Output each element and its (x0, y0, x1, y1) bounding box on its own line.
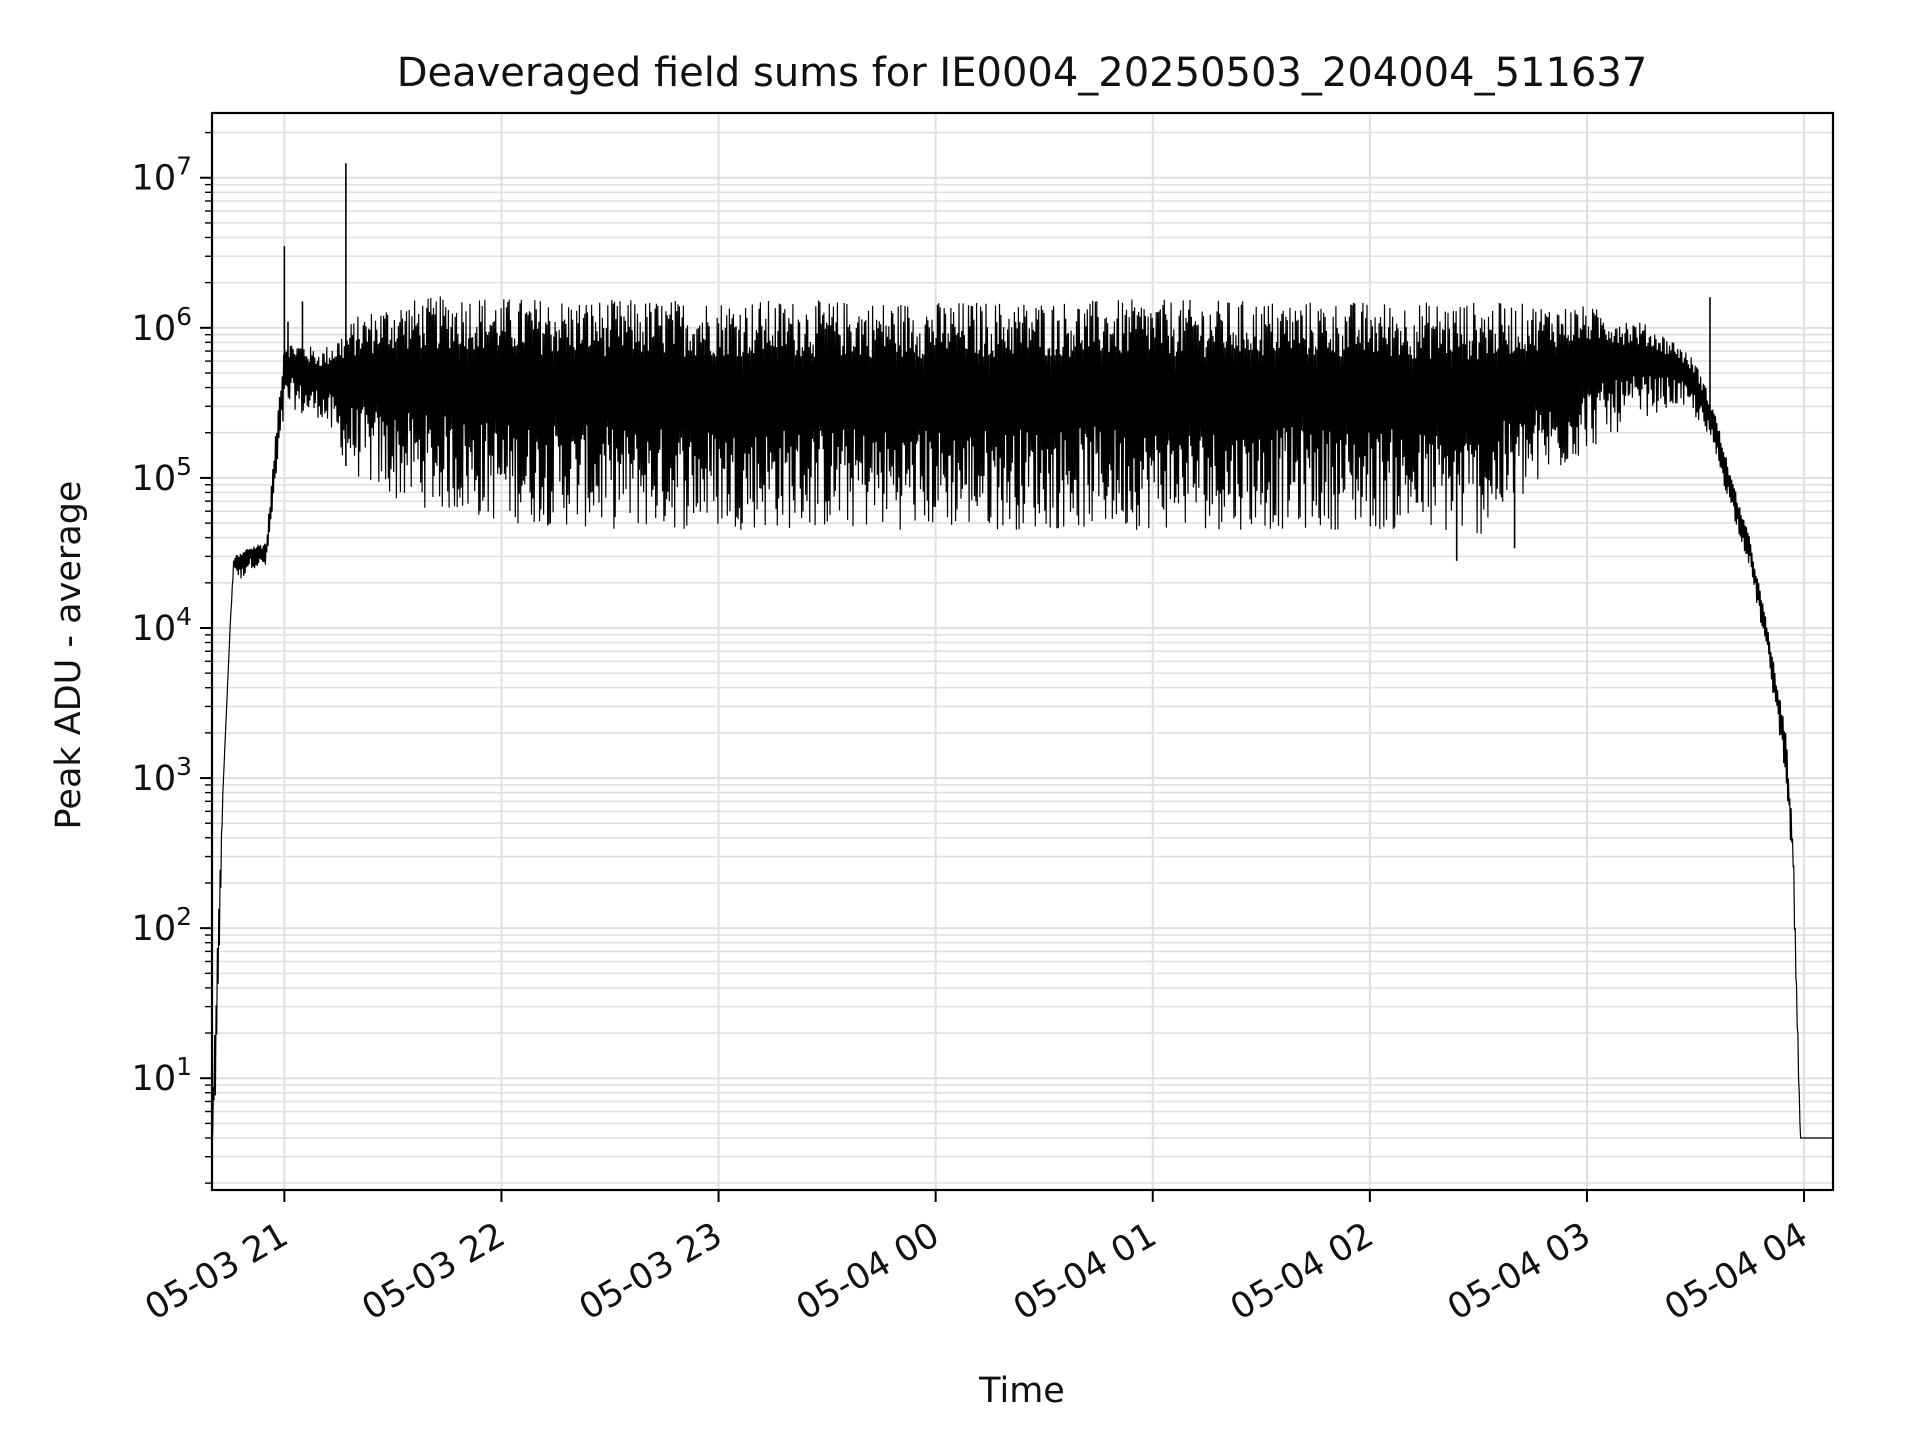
y-tick-label: 102 (132, 902, 192, 949)
series-line (211, 296, 1833, 1139)
series (211, 163, 1833, 1139)
chart-title: Deaveraged field sums for IE0004_2025050… (397, 50, 1648, 96)
y-tick-label: 107 (132, 152, 192, 199)
y-tick-label: 106 (132, 302, 192, 349)
y-axis: 101 102 103 104 105 106 107 (132, 131, 212, 1184)
y-tick-label: 103 (132, 752, 192, 799)
y-tick-label: 105 (132, 452, 192, 499)
y-tick-label: 104 (132, 602, 192, 649)
x-axis-label: Time (978, 1371, 1065, 1411)
y-axis-label: Peak ADU - average (49, 481, 89, 830)
y-tick-label: 101 (132, 1052, 192, 1099)
